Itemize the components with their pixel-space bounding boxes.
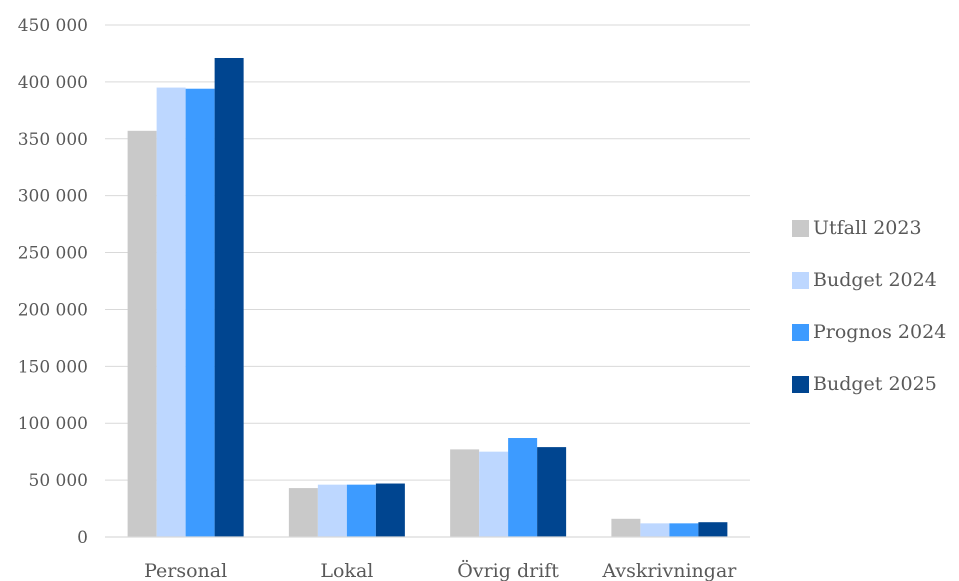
x-axis-categories: Personal Lokal Övrig drift Avskrivningar: [144, 559, 737, 581]
bar: [214, 57, 244, 538]
x-category-label: Övrig drift: [457, 559, 559, 581]
bar: [346, 484, 376, 537]
legend-item: Utfall 2023: [792, 210, 946, 246]
y-tick-label: 150 000: [18, 357, 88, 377]
x-category-label: Lokal: [320, 560, 373, 581]
bar: [698, 522, 728, 537]
bar: [508, 438, 538, 537]
y-tick-label: 300 000: [18, 187, 88, 207]
legend-swatch: [792, 323, 809, 341]
bar: [537, 447, 567, 537]
bar: [611, 518, 641, 537]
bar: [317, 484, 347, 537]
bar: [450, 449, 480, 537]
legend-item: Budget 2025: [792, 366, 946, 402]
legend-label: Budget 2025: [813, 373, 937, 395]
bar: [185, 88, 215, 538]
y-tick-label: 50 000: [29, 471, 88, 491]
y-tick-label: 0: [77, 528, 88, 548]
bar: [669, 523, 699, 537]
legend-swatch: [792, 219, 809, 237]
bars: [127, 57, 728, 538]
legend-label: Utfall 2023: [813, 217, 922, 239]
y-tick-label: 450 000: [18, 16, 88, 36]
bar: [156, 87, 186, 538]
y-tick-label: 200 000: [18, 300, 88, 320]
bar: [375, 483, 405, 537]
legend-item: Prognos 2024: [792, 314, 946, 350]
legend: Utfall 2023 Budget 2024 Prognos 2024 Budget…: [792, 210, 946, 418]
x-category-label: Personal: [144, 560, 227, 581]
legend-label: Prognos 2024: [813, 321, 947, 343]
bar: [479, 451, 509, 537]
x-category-label: Avskrivningar: [601, 560, 737, 581]
bar: [288, 488, 318, 537]
y-tick-label: 400 000: [18, 73, 88, 93]
y-tick-label: 350 000: [18, 130, 88, 150]
legend-item: Budget 2024: [792, 262, 946, 298]
legend-label: Budget 2024: [813, 269, 937, 291]
bar: [640, 523, 670, 537]
legend-swatch: [792, 271, 809, 289]
y-tick-label: 250 000: [18, 244, 88, 264]
y-axis-ticks: 0 50 000 100 000 150 000 200 000 250 000 300 0…: [18, 16, 88, 548]
bar: [127, 130, 157, 537]
y-tick-label: 100 000: [18, 414, 88, 434]
legend-swatch: [792, 375, 809, 393]
